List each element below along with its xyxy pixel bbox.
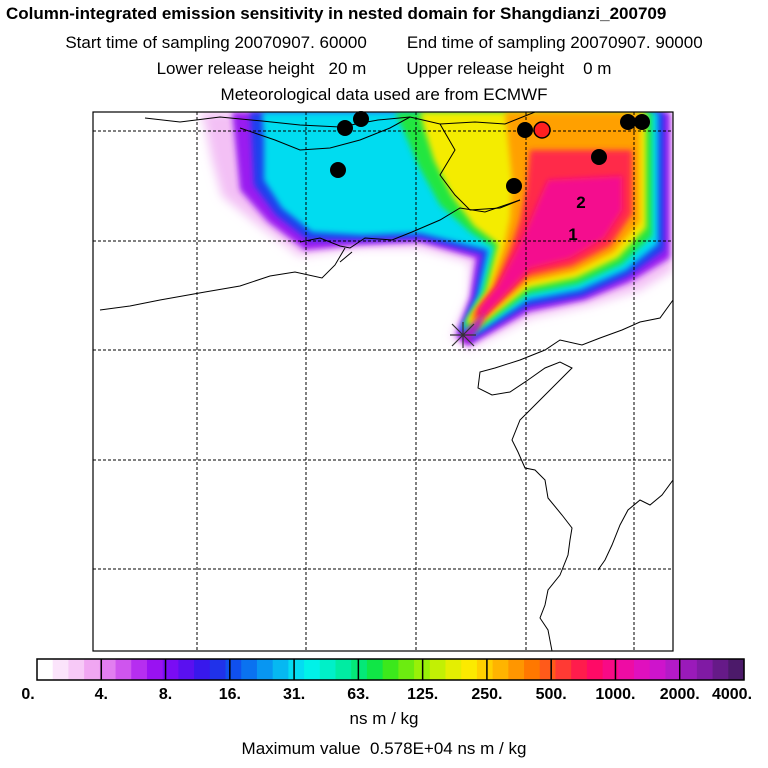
start-time-label: Start time of sampling 20070907. 60000 [65, 33, 367, 52]
colorbar-swatch [351, 659, 368, 680]
coast-west-2 [339, 251, 353, 263]
station-marker [591, 149, 607, 165]
colorbar-swatch [524, 659, 541, 680]
colorbar-swatch [508, 659, 525, 680]
met-data-label: Meteorological data used are from ECMWF [220, 85, 548, 104]
colorbar-swatch [115, 659, 132, 680]
colorbar-frame [36, 658, 745, 681]
border-line-south [299, 199, 521, 249]
colorbar-swatch [696, 659, 714, 680]
release-heights: Lower release height 20 m Upper release h… [0, 59, 768, 79]
colorbar-swatch [728, 659, 745, 680]
colorbar-tick-label: 2000. [660, 686, 700, 703]
colorbar-swatch [461, 659, 478, 680]
plume-level-max [460, 312, 486, 344]
colorbar-swatch [681, 659, 698, 680]
colorbar-swatch [398, 659, 415, 680]
units-label: ns m / kg [349, 709, 419, 728]
station-marker [353, 111, 369, 127]
release-point-icon [450, 322, 476, 348]
sampling-times: Start time of sampling 20070907. 60000 En… [0, 33, 768, 53]
coast-west-1 [99, 247, 346, 311]
colorbar-tick-label: 31. [283, 686, 305, 703]
colorbar-swatch [366, 659, 384, 680]
colorbar-tick-label: 0. [21, 686, 34, 703]
station-marker [620, 114, 636, 130]
station-markers [330, 111, 650, 194]
border-line-inner [439, 123, 521, 211]
station-marker-highlight [533, 121, 551, 139]
peninsula [477, 299, 673, 651]
colorbar-swatch [68, 659, 85, 680]
plume-level-magenta [478, 176, 622, 316]
station-marker [337, 120, 353, 136]
colorbar [36, 658, 745, 681]
border-line-north [144, 112, 536, 128]
map-coastlines [99, 112, 673, 651]
colorbar-swatch [304, 659, 321, 680]
colorbar-tick-label: 4. [95, 686, 108, 703]
colorbar-tick-label: 125. [407, 686, 438, 703]
grid-lines [93, 112, 673, 651]
colorbar-swatch [84, 659, 101, 680]
colorbar-swatch [555, 659, 572, 680]
colorbar-swatch [256, 659, 274, 680]
colorbar-swatch [162, 659, 179, 680]
colorbar-swatch [492, 659, 509, 680]
colorbar-swatch [178, 659, 195, 680]
colorbar-swatch [445, 659, 462, 680]
colorbar-tick-label: 16. [219, 686, 241, 703]
colorbar-swatch [209, 659, 227, 680]
colorbar-swatch [194, 659, 211, 680]
colorbar-labels: 0. 4. 8. 16. 31. 63. 125. 250. 500. 1000. 2000. 400… [21, 686, 752, 703]
colorbar-swatch [476, 659, 494, 680]
colorbar-swatch [335, 659, 352, 680]
colorbar-swatch [319, 659, 337, 680]
colorbar-swatch [382, 659, 399, 680]
colorbar-swatch [539, 659, 557, 680]
colorbar-swatch [52, 659, 70, 680]
colorbar-tick-label: 1000. [595, 686, 635, 703]
colorbar-swatch [225, 659, 242, 680]
station-marker [506, 178, 522, 194]
station-marker [634, 114, 650, 130]
colorbar-swatch [272, 659, 289, 680]
colorbar-swatch [602, 659, 619, 680]
colorbar-tick-label: 500. [536, 686, 567, 703]
colorbar-swatch [288, 659, 305, 680]
map-frame [92, 111, 674, 652]
colorbar-tick-label: 4000. [712, 686, 752, 703]
colorbar-tick-label: 63. [347, 686, 369, 703]
colorbar-swatch [99, 659, 117, 680]
receptor-label: 1 [568, 225, 577, 244]
coast-east [597, 479, 673, 571]
end-time-label: End time of sampling 20070907. 90000 [406, 33, 703, 52]
colorbar-swatch [37, 659, 54, 680]
border-line-north-2 [239, 116, 411, 151]
receptor-label: 2 [576, 193, 585, 212]
colorbar-tick-label: 250. [471, 686, 502, 703]
colorbar-swatch [571, 659, 588, 680]
colorbar-swatch [131, 659, 148, 680]
colorbar-tick-label: 8. [159, 686, 172, 703]
max-value-label: Maximum value 0.578E+04 ns m / kg [241, 739, 527, 758]
colorbar-swatch [618, 659, 635, 680]
lower-release-label: Lower release height 20 m [156, 59, 367, 78]
sensitivity-field [200, 112, 673, 348]
station-marker [330, 162, 346, 178]
colorbar-swatch [665, 659, 682, 680]
colorbar-swatch [634, 659, 651, 680]
colorbar-swatch [586, 659, 604, 680]
colorbar-swatch [712, 659, 729, 680]
chart-title: Column-integrated emission sensitivity i… [6, 4, 667, 23]
colorbar-swatch [146, 659, 164, 680]
upper-release-label: Upper release height 0 m [406, 59, 612, 78]
colorbar-swatch [241, 659, 258, 680]
station-marker [517, 122, 533, 138]
colorbar-swatch [429, 659, 447, 680]
colorbar-swatch [649, 659, 667, 680]
